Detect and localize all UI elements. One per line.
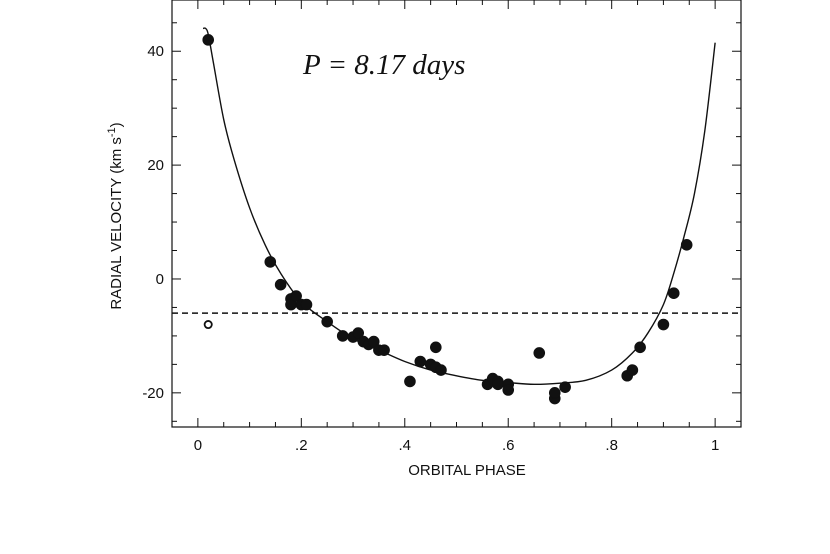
data-point xyxy=(548,387,561,399)
fit-curve xyxy=(202,27,716,386)
x-tick-label: 0 xyxy=(194,437,202,454)
x-tick-label: .6 xyxy=(502,437,515,454)
data-point xyxy=(533,347,546,359)
data-point xyxy=(264,256,277,268)
data-point xyxy=(435,364,447,376)
open-data-point xyxy=(203,320,213,330)
data-point xyxy=(274,278,287,291)
data-point xyxy=(300,298,313,311)
data-point xyxy=(657,318,670,331)
period-annotation: P = 8.17 days xyxy=(302,49,465,81)
data-point xyxy=(404,375,416,388)
data-point xyxy=(202,34,215,46)
data-point xyxy=(378,344,390,356)
y-tick-label: 0 xyxy=(156,271,164,288)
data-point xyxy=(667,287,680,300)
data-point xyxy=(321,315,333,328)
x-tick-label: .8 xyxy=(605,437,618,454)
data-points xyxy=(202,34,693,405)
y-tick-label: 40 xyxy=(147,43,164,60)
data-point xyxy=(414,355,427,368)
data-point xyxy=(680,239,693,251)
x-tick-label: .2 xyxy=(295,437,308,454)
y-axis-title-main: RADIAL VELOCITY (km s xyxy=(108,137,125,310)
y-axis-title-superscript: -1 xyxy=(106,127,118,137)
data-point xyxy=(492,378,504,391)
y-axis-title: RADIAL VELOCITY (km s-1) xyxy=(106,122,125,309)
data-point xyxy=(626,364,639,376)
data-point xyxy=(290,290,302,302)
data-point xyxy=(336,330,349,342)
tick-labels: 0 .2 .4 .6 .8 1 40 20 0 -20 xyxy=(142,43,719,454)
axis-ticks xyxy=(172,0,741,427)
x-axis-title: ORBITAL PHASE xyxy=(408,462,526,479)
x-tick-label: 1 xyxy=(711,437,719,454)
x-tick-label: .4 xyxy=(399,437,412,454)
y-axis-title-close: ) xyxy=(108,122,125,127)
data-point xyxy=(634,341,646,354)
data-point xyxy=(352,327,365,339)
data-point xyxy=(367,335,380,348)
data-point xyxy=(502,384,515,396)
y-tick-label: 20 xyxy=(147,157,164,174)
data-point xyxy=(559,381,571,393)
data-point xyxy=(430,341,442,354)
y-tick-label: -20 xyxy=(142,385,164,402)
